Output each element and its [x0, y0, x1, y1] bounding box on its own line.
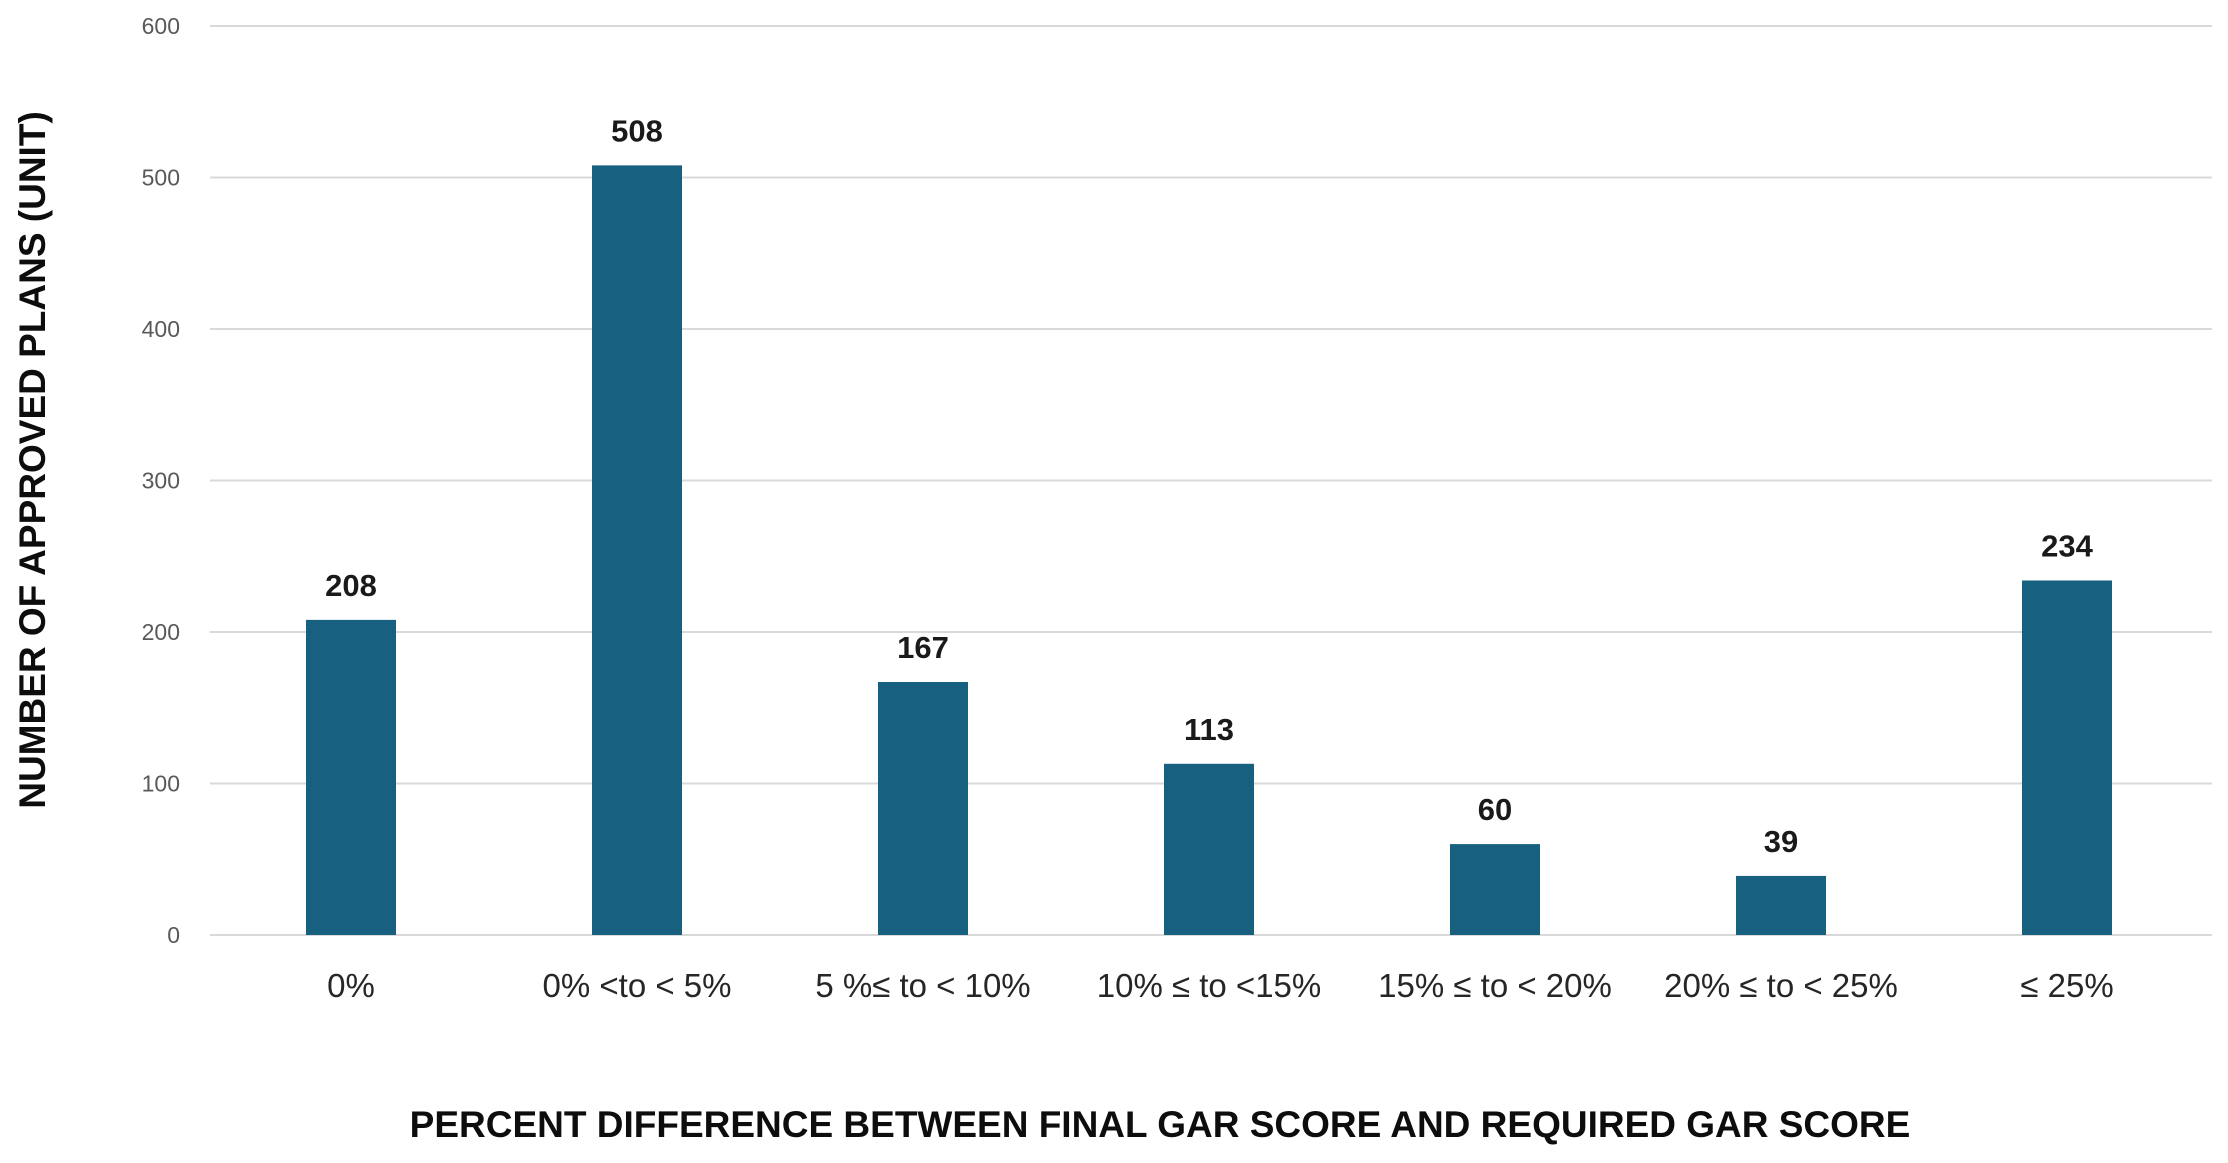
y-tick-label: 0	[167, 922, 180, 948]
x-tick-label: 20% ≤ to < 25%	[1664, 967, 1898, 1004]
bar	[878, 681, 968, 935]
data-label: 113	[1184, 712, 1234, 747]
x-tick-label: 0%	[327, 967, 375, 1004]
x-tick-label: 0% <to < 5%	[543, 967, 732, 1004]
y-axis-ticks: 0 100 200 300 400 500 600	[142, 13, 180, 948]
bar	[1736, 875, 1826, 935]
x-tick-label: 5 %≤ to < 10%	[815, 967, 1030, 1004]
bar	[1450, 844, 1540, 935]
x-axis-categories: 0% 0% <to < 5% 5 %≤ to < 10% 10% ≤ to <15% 1…	[327, 967, 2114, 1004]
y-tick-label: 200	[142, 619, 180, 645]
y-axis-title: NUMBER OF APPROVED PLANS (UNIT)	[12, 111, 53, 809]
bar	[2022, 580, 2112, 935]
data-label: 60	[1478, 792, 1512, 827]
data-label: 508	[611, 113, 663, 148]
bar	[306, 619, 396, 935]
bar	[592, 165, 682, 935]
data-labels: 208 508 167 113 60 39 234	[325, 113, 2093, 859]
y-tick-label: 600	[142, 13, 180, 39]
y-tick-label: 400	[142, 316, 180, 342]
x-tick-label: 15% ≤ to < 20%	[1378, 967, 1612, 1004]
x-tick-label: ≤ 25%	[2020, 967, 2113, 1004]
bar	[1164, 763, 1254, 935]
y-tick-label: 500	[142, 165, 180, 191]
data-label: 234	[2041, 528, 2093, 563]
x-tick-label: 10% ≤ to <15%	[1097, 967, 1322, 1004]
gridlines	[210, 25, 2212, 936]
bars	[306, 165, 2112, 935]
data-label: 39	[1764, 824, 1798, 859]
data-label: 208	[325, 568, 377, 603]
data-label: 167	[897, 630, 949, 665]
y-tick-label: 100	[142, 771, 180, 797]
x-axis-title: PERCENT DIFFERENCE BETWEEN FINAL GAR SCO…	[410, 1104, 1911, 1145]
y-tick-label: 300	[142, 468, 180, 494]
